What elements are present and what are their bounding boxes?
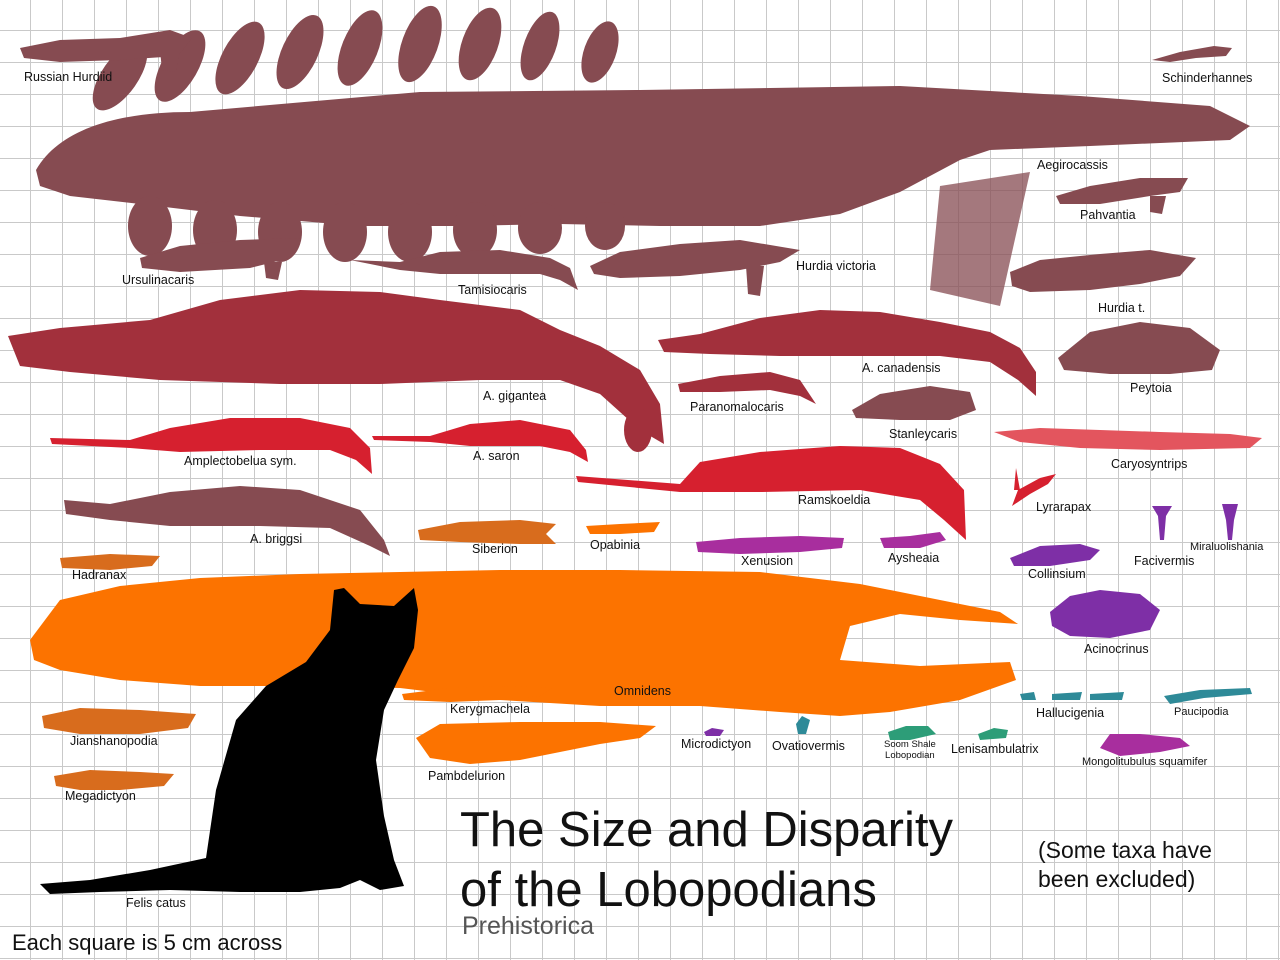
a-saron-silhouette — [372, 420, 588, 462]
label-tamisiocaris: Tamisiocaris — [458, 283, 527, 297]
label-acinocrinus: Acinocrinus — [1084, 642, 1149, 656]
label-felis-catus: Felis catus — [126, 896, 186, 910]
label-opabinia: Opabinia — [590, 538, 641, 552]
label-soom-line1: Soom Shale — [884, 739, 936, 750]
label-hallucigenia: Hallucigenia — [1036, 706, 1105, 720]
acinocrinus-silhouette — [1050, 590, 1160, 638]
a-canadensis-silhouette — [658, 310, 1036, 396]
label-schinderhannes: Schinderhannes — [1162, 71, 1253, 85]
label-hurdia-t: Hurdia t. — [1098, 301, 1146, 315]
hallucigenia-silhouette — [1020, 692, 1124, 700]
title-line-2: of the Lobopodians — [460, 863, 877, 917]
russian-hurdiid-silhouette — [20, 30, 192, 72]
aysheaia-silhouette — [880, 532, 946, 548]
paucipodia-silhouette — [1164, 688, 1252, 704]
lenisambulatrix-silhouette — [978, 728, 1008, 740]
author-credit: Prehistorica — [462, 912, 594, 940]
label-ovatiovermis: Ovatiovermis — [772, 739, 845, 753]
label-paranomalocaris: Paranomalocaris — [690, 400, 784, 414]
label-a-canadensis: A. canadensis — [862, 361, 941, 375]
label-siberion: Siberion — [472, 542, 518, 556]
hadranax-silhouette — [60, 554, 160, 570]
label-miraluolishania: Miraluolishania — [1190, 541, 1264, 553]
stanleycaris-silhouette — [852, 386, 976, 420]
label-caryosyntrips: Caryosyntrips — [1111, 457, 1188, 471]
label-a-saron: A. saron — [473, 449, 520, 463]
label-xenusion: Xenusion — [741, 554, 794, 568]
label-mongolitubulus: Mongolitubulus squamifer — [1082, 756, 1208, 768]
scale-note: Each square is 5 cm across — [12, 930, 283, 955]
microdictyon-silhouette — [704, 728, 724, 736]
label-jianshanopodia: Jianshanopodia — [70, 734, 158, 748]
label-omnidens: Omnidens — [614, 684, 671, 698]
ovatiovermis-silhouette — [796, 716, 810, 734]
note-line-1: (Some taxa have — [1038, 837, 1212, 863]
felis-catus-silhouette — [40, 588, 418, 894]
tamisiocaris-silhouette — [350, 250, 578, 290]
schinderhannes-silhouette — [1152, 46, 1232, 62]
label-ursulinacaris: Ursulinacaris — [122, 273, 195, 287]
pambdelurion-silhouette — [416, 722, 656, 764]
label-paucipodia: Paucipodia — [1174, 706, 1229, 718]
ramskoeldia-silhouette — [576, 446, 966, 540]
label-soom-shale-lobopodian: Soom Shale Lobopodian — [884, 739, 936, 762]
miraluolishania-silhouette — [1222, 504, 1238, 540]
label-hurdia-victoria: Hurdia victoria — [796, 259, 876, 273]
label-pambdelurion: Pambdelurion — [428, 769, 506, 783]
kerygmachela-silhouette — [402, 686, 552, 702]
soom-lobopodian-silhouette — [888, 726, 936, 740]
a-briggsi-silhouette — [64, 486, 390, 556]
aegirocassis-silhouette — [36, 5, 1250, 306]
label-microdictyon: Microdictyon — [681, 737, 752, 751]
xenusion-silhouette — [696, 536, 844, 554]
label-a-gigantea: A. gigantea — [483, 389, 547, 403]
collinsium-silhouette — [1010, 544, 1100, 566]
note-line-2: been excluded) — [1038, 866, 1196, 892]
opabinia-silhouette — [586, 522, 660, 534]
pahvantia-silhouette — [1056, 178, 1188, 214]
caryosyntrips-silhouette — [994, 428, 1262, 450]
label-megadictyon: Megadictyon — [65, 789, 136, 803]
paranomalocaris-silhouette — [678, 372, 816, 404]
amplectobelua-silhouette — [50, 418, 372, 474]
jianshanopodia-silhouette — [42, 708, 196, 734]
label-ramskoeldia: Ramskoeldia — [798, 493, 871, 507]
label-a-briggsi: A. briggsi — [250, 532, 303, 546]
label-pahvantia: Pahvantia — [1080, 208, 1136, 222]
facivermis-silhouette — [1152, 506, 1172, 540]
label-collinsium: Collinsium — [1028, 567, 1086, 581]
label-soom-line2: Lobopodian — [885, 749, 935, 761]
mongolitubulus-silhouette — [1100, 734, 1190, 756]
title-line-1: The Size and Disparity — [460, 803, 953, 857]
label-russian-hurdiid: Russian Hurdiid — [24, 70, 113, 84]
peytoia-silhouette — [1058, 322, 1220, 374]
a-gigantea-silhouette — [8, 290, 664, 452]
ursulinacaris-silhouette — [140, 238, 300, 280]
hurdia-t-silhouette — [1010, 250, 1196, 292]
label-stanleycaris: Stanleycaris — [889, 427, 958, 441]
exclusion-note: (Some taxa have been excluded) — [1038, 836, 1268, 894]
megadictyon-silhouette — [54, 770, 174, 790]
label-facivermis: Facivermis — [1134, 554, 1195, 568]
label-lenisambulatrix: Lenisambulatrix — [951, 742, 1039, 756]
label-aegirocassis: Aegirocassis — [1037, 158, 1108, 172]
label-aysheaia: Aysheaia — [888, 551, 940, 565]
label-hadranax: Hadranax — [72, 568, 127, 582]
label-amplectobelua: Amplectobelua sym. — [184, 454, 297, 468]
page-title: The Size and Disparity of the Lobopodian… — [460, 800, 1020, 920]
siberion-silhouette — [418, 520, 556, 544]
hurdia-victoria-silhouette — [590, 240, 800, 296]
label-lyrarapax: Lyrarapax — [1036, 500, 1092, 514]
label-kerygmachela: Kerygmachela — [450, 702, 530, 716]
label-peytoia: Peytoia — [1130, 381, 1172, 395]
lyrarapax-silhouette — [1012, 468, 1056, 506]
